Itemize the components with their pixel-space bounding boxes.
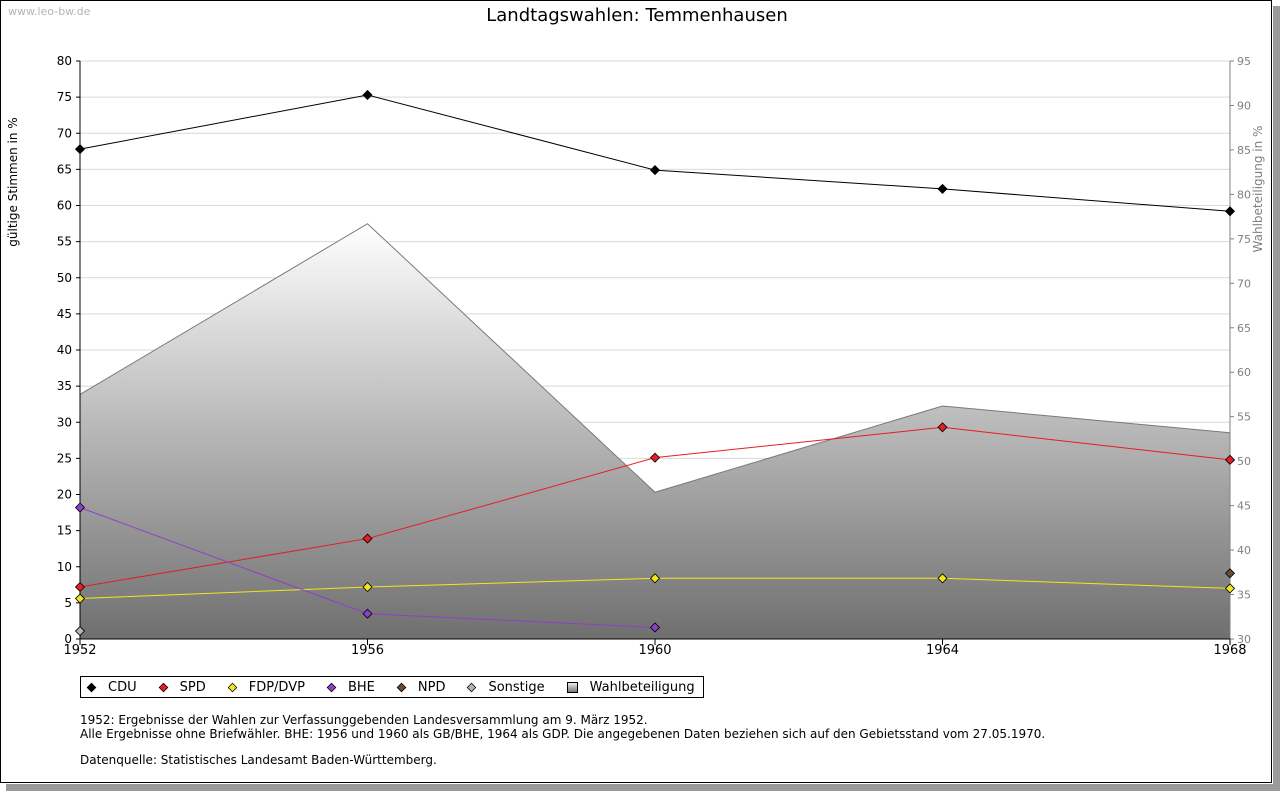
data-point-spd bbox=[937, 422, 948, 433]
y2-tick-label: 75 bbox=[1237, 233, 1251, 246]
x-tick-label: 1952 bbox=[63, 643, 96, 658]
data-point-fdp-dvp bbox=[937, 573, 948, 584]
legend-marker-sonstige bbox=[467, 682, 477, 692]
legend-marker-bhe bbox=[326, 682, 337, 692]
y-tick-label: 15 bbox=[57, 524, 72, 538]
legend-item-fdp-dvp: FDP/DVP bbox=[227, 679, 305, 695]
x-tick-label: 1960 bbox=[638, 643, 671, 658]
legend-label: CDU bbox=[108, 679, 137, 695]
legend-item-bhe: BHE bbox=[326, 679, 375, 695]
data-source: Datenquelle: Statistisches Landesamt Bad… bbox=[80, 753, 437, 767]
legend-marker-spd bbox=[158, 682, 168, 692]
legend-item-npd: NPD bbox=[396, 679, 446, 695]
frame-shadow-right bbox=[1273, 6, 1280, 791]
y-tick-label: 10 bbox=[57, 560, 72, 574]
data-point-bhe bbox=[74, 502, 86, 513]
data-point-spd bbox=[362, 533, 373, 544]
y-tick-label: 60 bbox=[57, 199, 72, 213]
y-tick-label: 35 bbox=[57, 379, 72, 393]
y2-axis-label: Wahlbeteiligung in % bbox=[1251, 126, 1265, 253]
data-point-cdu bbox=[1224, 206, 1236, 217]
legend: CDU SPD FDP/DVP BHE NPD Sonstige Wahlbeteiligu… bbox=[80, 676, 704, 698]
y2-tick-label: 50 bbox=[1237, 455, 1251, 468]
legend-label: Wahlbeteiligung bbox=[589, 679, 695, 695]
legend-marker-cdu bbox=[86, 682, 97, 692]
x-tick-label: 1964 bbox=[926, 643, 959, 658]
legend-item-cdu: CDU bbox=[86, 679, 137, 695]
data-point-cdu bbox=[74, 144, 86, 155]
note-line-1: 1952: Ergebnisse der Wahlen zur Verfassu… bbox=[80, 713, 648, 727]
legend-label: Sonstige bbox=[488, 679, 545, 695]
legend-marker-fdp-dvp bbox=[227, 682, 237, 692]
x-tick-label: 1956 bbox=[351, 643, 384, 658]
notes: 1952: Ergebnisse der Wahlen zur Verfassu… bbox=[80, 713, 1045, 767]
legend-marker-npd bbox=[396, 682, 407, 692]
y-tick-label: 0 bbox=[64, 632, 72, 646]
y-tick-label: 70 bbox=[57, 126, 72, 140]
y2-tick-label: 70 bbox=[1237, 277, 1251, 290]
data-point-bhe bbox=[649, 622, 661, 633]
legend-item-wahlbeteiligung: Wahlbeteiligung bbox=[566, 679, 695, 695]
legend-label: BHE bbox=[347, 679, 375, 695]
data-point-spd bbox=[1224, 454, 1236, 465]
data-point-sonstige bbox=[74, 625, 86, 637]
y-tick-label: 55 bbox=[57, 235, 72, 249]
legend-item-spd: SPD bbox=[158, 679, 206, 695]
y-tick-label: 75 bbox=[57, 90, 72, 104]
y-tick-label: 20 bbox=[57, 488, 72, 502]
y2-tick-label: 30 bbox=[1237, 633, 1251, 646]
legend-label: NPD bbox=[417, 679, 446, 695]
frame-shadow-bottom bbox=[6, 784, 1280, 791]
y2-tick-label: 80 bbox=[1237, 188, 1251, 201]
y2-tick-label: 85 bbox=[1237, 144, 1251, 157]
data-point-npd bbox=[1224, 568, 1236, 579]
y2-tick-label: 35 bbox=[1237, 589, 1251, 602]
data-point-fdp-dvp bbox=[74, 593, 86, 604]
data-point-fdp-dvp bbox=[1224, 583, 1236, 594]
y-tick-label: 80 bbox=[57, 54, 72, 68]
y-tick-label: 40 bbox=[57, 343, 72, 357]
y-tick-label: 45 bbox=[57, 307, 72, 321]
data-point-bhe bbox=[362, 608, 373, 619]
y-tick-label: 50 bbox=[57, 271, 72, 285]
data-point-fdp-dvp bbox=[649, 573, 661, 584]
legend-label: SPD bbox=[179, 679, 206, 695]
legend-label: FDP/DVP bbox=[248, 679, 305, 695]
series-line-cdu bbox=[79, 94, 1231, 212]
turnout-area-outline bbox=[79, 223, 1231, 493]
y2-tick-label: 60 bbox=[1237, 366, 1251, 379]
watermark: www.leo-bw.de bbox=[8, 5, 91, 18]
y2-tick-label: 55 bbox=[1237, 411, 1251, 424]
x-tick-label: 1968 bbox=[1213, 643, 1246, 658]
y-tick-label: 5 bbox=[64, 596, 72, 610]
y2-tick-label: 65 bbox=[1237, 322, 1251, 335]
y2-tick-label: 45 bbox=[1237, 500, 1251, 513]
y2-tick-label: 90 bbox=[1237, 99, 1251, 112]
data-point-spd bbox=[74, 581, 86, 593]
data-point-cdu bbox=[649, 165, 661, 176]
chart-title: Landtagswahlen: Temmenhausen bbox=[486, 5, 787, 26]
y-axis-label: gültige Stimmen in % bbox=[6, 117, 20, 246]
y2-tick-label: 40 bbox=[1237, 544, 1251, 557]
legend-marker-wahlbeteiligung bbox=[566, 681, 578, 693]
data-point-cdu bbox=[937, 183, 948, 194]
data-point-cdu bbox=[362, 89, 373, 101]
legend-item-sonstige: Sonstige bbox=[467, 679, 545, 695]
data-point-fdp-dvp bbox=[362, 581, 373, 593]
note-line-2: Alle Ergebnisse ohne Briefwähler. BHE: 1… bbox=[80, 727, 1046, 741]
y-tick-label: 30 bbox=[57, 415, 72, 429]
y-tick-label: 65 bbox=[57, 162, 72, 176]
data-point-spd bbox=[649, 452, 661, 463]
y-tick-label: 25 bbox=[57, 451, 72, 465]
y2-tick-label: 95 bbox=[1237, 55, 1251, 68]
